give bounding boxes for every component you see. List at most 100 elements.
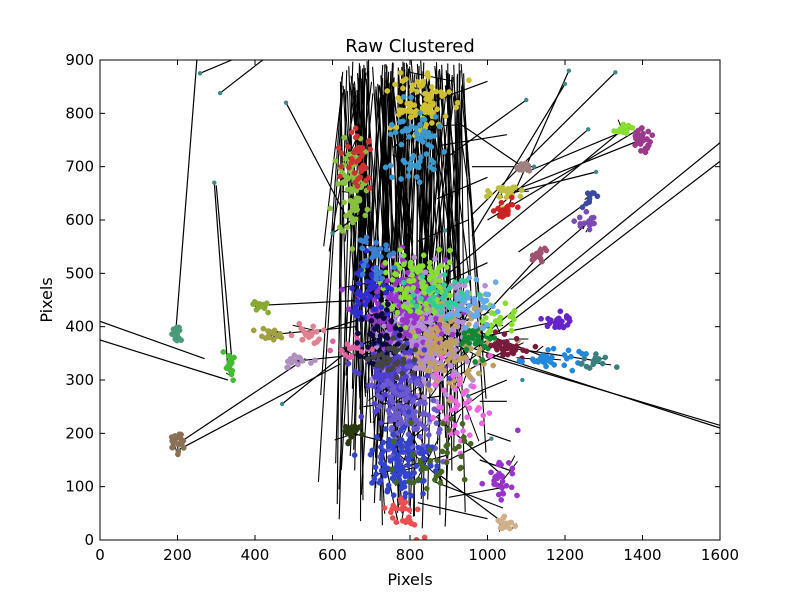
data-point [406, 126, 413, 133]
data-point [487, 190, 493, 197]
data-point [344, 224, 351, 231]
data-point [423, 107, 430, 113]
data-point [489, 303, 496, 310]
data-point [414, 269, 421, 275]
data-point [503, 339, 510, 345]
data-point [428, 268, 435, 275]
x-tick-label: 1000 [468, 546, 506, 564]
data-point [464, 289, 471, 296]
data-point [410, 370, 416, 376]
data-point [363, 258, 369, 264]
connector-line [100, 339, 229, 381]
data-point [465, 295, 472, 301]
data-point [346, 164, 352, 171]
data-point [251, 298, 258, 305]
data-point [372, 409, 379, 415]
data-point [427, 319, 434, 326]
data-point [411, 319, 417, 326]
data-point [417, 83, 424, 90]
connector-line [417, 502, 488, 520]
data-point [401, 424, 407, 431]
data-point [402, 490, 409, 497]
data-point [492, 329, 499, 335]
data-point [466, 275, 472, 281]
data-point [381, 354, 388, 361]
data-point [308, 360, 314, 366]
data-point [429, 120, 435, 126]
data-point [549, 354, 555, 361]
data-point [448, 415, 455, 422]
data-point [538, 315, 544, 322]
data-point [418, 295, 424, 302]
connector-line [281, 347, 353, 405]
data-point [461, 476, 468, 483]
column-line [338, 77, 360, 490]
data-point [359, 271, 366, 278]
plot-area [100, 60, 720, 540]
data-point [380, 439, 386, 446]
data-point [339, 228, 346, 234]
data-point [494, 308, 501, 315]
data-point [388, 466, 395, 473]
data-point [379, 311, 385, 317]
x-tick-label: 200 [163, 546, 192, 564]
data-point [428, 84, 435, 90]
data-point [392, 349, 399, 355]
data-point [345, 151, 352, 158]
data-point [479, 480, 486, 487]
data-point [425, 381, 432, 388]
data-point [368, 317, 375, 324]
data-point [408, 94, 414, 101]
data-point [476, 405, 482, 411]
data-point [477, 346, 483, 353]
data-point [613, 70, 618, 75]
data-point [464, 414, 471, 421]
axis-ticks: 0 200 400 600 800 1000 1200 1400 1600 0 100 200 300 4… [65, 51, 739, 564]
data-point [383, 341, 389, 348]
data-point [432, 476, 438, 483]
data-point [509, 465, 516, 472]
data-point [455, 306, 462, 312]
data-point [461, 306, 467, 313]
connector-line [487, 142, 720, 333]
data-point [459, 355, 466, 362]
data-point [640, 137, 647, 144]
data-point [424, 340, 431, 347]
column-line [363, 64, 367, 394]
data-point [392, 361, 398, 367]
data-point [415, 476, 422, 483]
data-point [503, 482, 510, 489]
data-point [426, 297, 433, 303]
y-tick-label: 0 [84, 531, 94, 549]
data-point [362, 164, 369, 171]
x-tick-label: 600 [318, 546, 347, 564]
data-point [418, 446, 425, 453]
data-point [421, 347, 428, 353]
data-point [482, 314, 489, 321]
data-point [389, 174, 395, 181]
data-point [497, 207, 504, 214]
data-point [417, 309, 423, 316]
data-point [349, 206, 356, 213]
data-point [421, 394, 428, 401]
data-point [398, 427, 404, 434]
data-point [329, 338, 336, 345]
data-point [418, 154, 424, 160]
data-point [406, 507, 413, 513]
data-point [504, 345, 511, 352]
data-point [479, 357, 486, 363]
data-point [507, 313, 513, 320]
data-point [372, 250, 379, 257]
data-point [316, 336, 323, 343]
data-point [514, 427, 521, 434]
data-point [434, 457, 441, 464]
connector-line [479, 320, 558, 338]
data-point [393, 479, 400, 486]
data-point [291, 352, 298, 359]
data-point [477, 296, 484, 302]
data-point [496, 470, 502, 477]
data-point [377, 477, 384, 484]
connector-line [448, 486, 507, 498]
data-point [378, 253, 384, 260]
connector-line [213, 182, 229, 370]
